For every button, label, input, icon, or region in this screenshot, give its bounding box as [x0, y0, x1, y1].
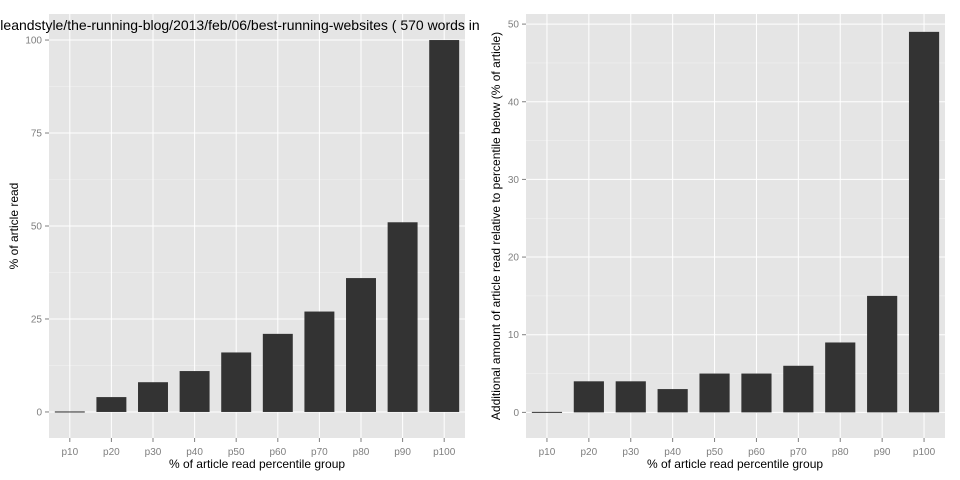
- x-tick-label: p40: [186, 447, 203, 458]
- x-tick-label: p60: [748, 447, 765, 458]
- x-tick-label: p20: [103, 447, 120, 458]
- bar-p10: [54, 411, 85, 413]
- bar-p20: [96, 397, 127, 412]
- x-axis-title: % of article read percentile group: [169, 457, 345, 471]
- x-tick-label: p100: [913, 447, 936, 458]
- y-axis-title: % of article read: [7, 183, 21, 270]
- bar-p80: [825, 342, 856, 413]
- x-tick-label: p90: [874, 447, 891, 458]
- bar-p50: [699, 373, 730, 413]
- bar-p10: [531, 411, 563, 413]
- bar-p60: [741, 373, 772, 413]
- y-tick-label: 20: [508, 253, 520, 264]
- x-tick-label: p70: [790, 447, 807, 458]
- bar-p70: [304, 311, 335, 412]
- y-axis-title: Additional amount of article read relati…: [489, 32, 503, 420]
- bar-p50: [221, 352, 252, 412]
- chart-title: leandstyle/the-running-blog/2013/feb/06/…: [0, 17, 479, 33]
- x-tick-label: p100: [433, 447, 456, 458]
- bar-p100: [908, 31, 940, 413]
- bar-p40: [657, 389, 688, 413]
- chart-panel-2: 0 10 20 30 40 50 p10 p20 p30 p40 p50 p60 p70 p80 p90 p1…: [489, 14, 945, 471]
- x-tick-label: p30: [145, 447, 162, 458]
- bar-p90: [387, 222, 418, 412]
- x-axis-title: % of article read percentile group: [647, 457, 823, 471]
- x-tick-label: p50: [706, 447, 723, 458]
- bar-p30: [138, 382, 168, 412]
- bar-p60: [262, 333, 293, 412]
- y-tick-label: 10: [508, 330, 520, 341]
- x-tick-label: p10: [539, 447, 556, 458]
- bar-p30: [615, 381, 646, 413]
- y-tick-label: 0: [513, 408, 519, 419]
- chart-panel-1: 0 25 50 75 100 p10 p20 p30 p40 p50 p60 p70 p80 p90 p10…: [0, 14, 480, 471]
- x-tick-label: p50: [228, 447, 245, 458]
- y-tick-label: 25: [31, 314, 43, 325]
- bar-p40: [179, 371, 210, 412]
- bar-p80: [346, 278, 376, 412]
- bar-p100: [429, 40, 460, 412]
- y-tick-label: 100: [25, 36, 42, 47]
- x-tick-label: p30: [622, 447, 639, 458]
- x-tick-label: p40: [664, 447, 681, 458]
- y-tick-label: 0: [36, 407, 42, 418]
- x-tick-label: p20: [581, 447, 598, 458]
- x-tick-label: p80: [353, 447, 370, 458]
- bar-p90: [867, 295, 898, 413]
- bar-p70: [783, 365, 814, 413]
- y-tick-label: 40: [508, 97, 520, 108]
- y-tick-label: 75: [31, 129, 43, 140]
- x-tick-label: p80: [832, 447, 849, 458]
- y-tick-label: 50: [508, 20, 520, 31]
- bar-p20: [573, 381, 604, 413]
- y-tick-label: 30: [508, 175, 520, 186]
- x-tick-label: p60: [269, 447, 286, 458]
- x-tick-label: p10: [61, 447, 78, 458]
- x-tick-label: p70: [311, 447, 328, 458]
- x-tick-label: p90: [394, 447, 411, 458]
- y-tick-label: 50: [31, 222, 43, 233]
